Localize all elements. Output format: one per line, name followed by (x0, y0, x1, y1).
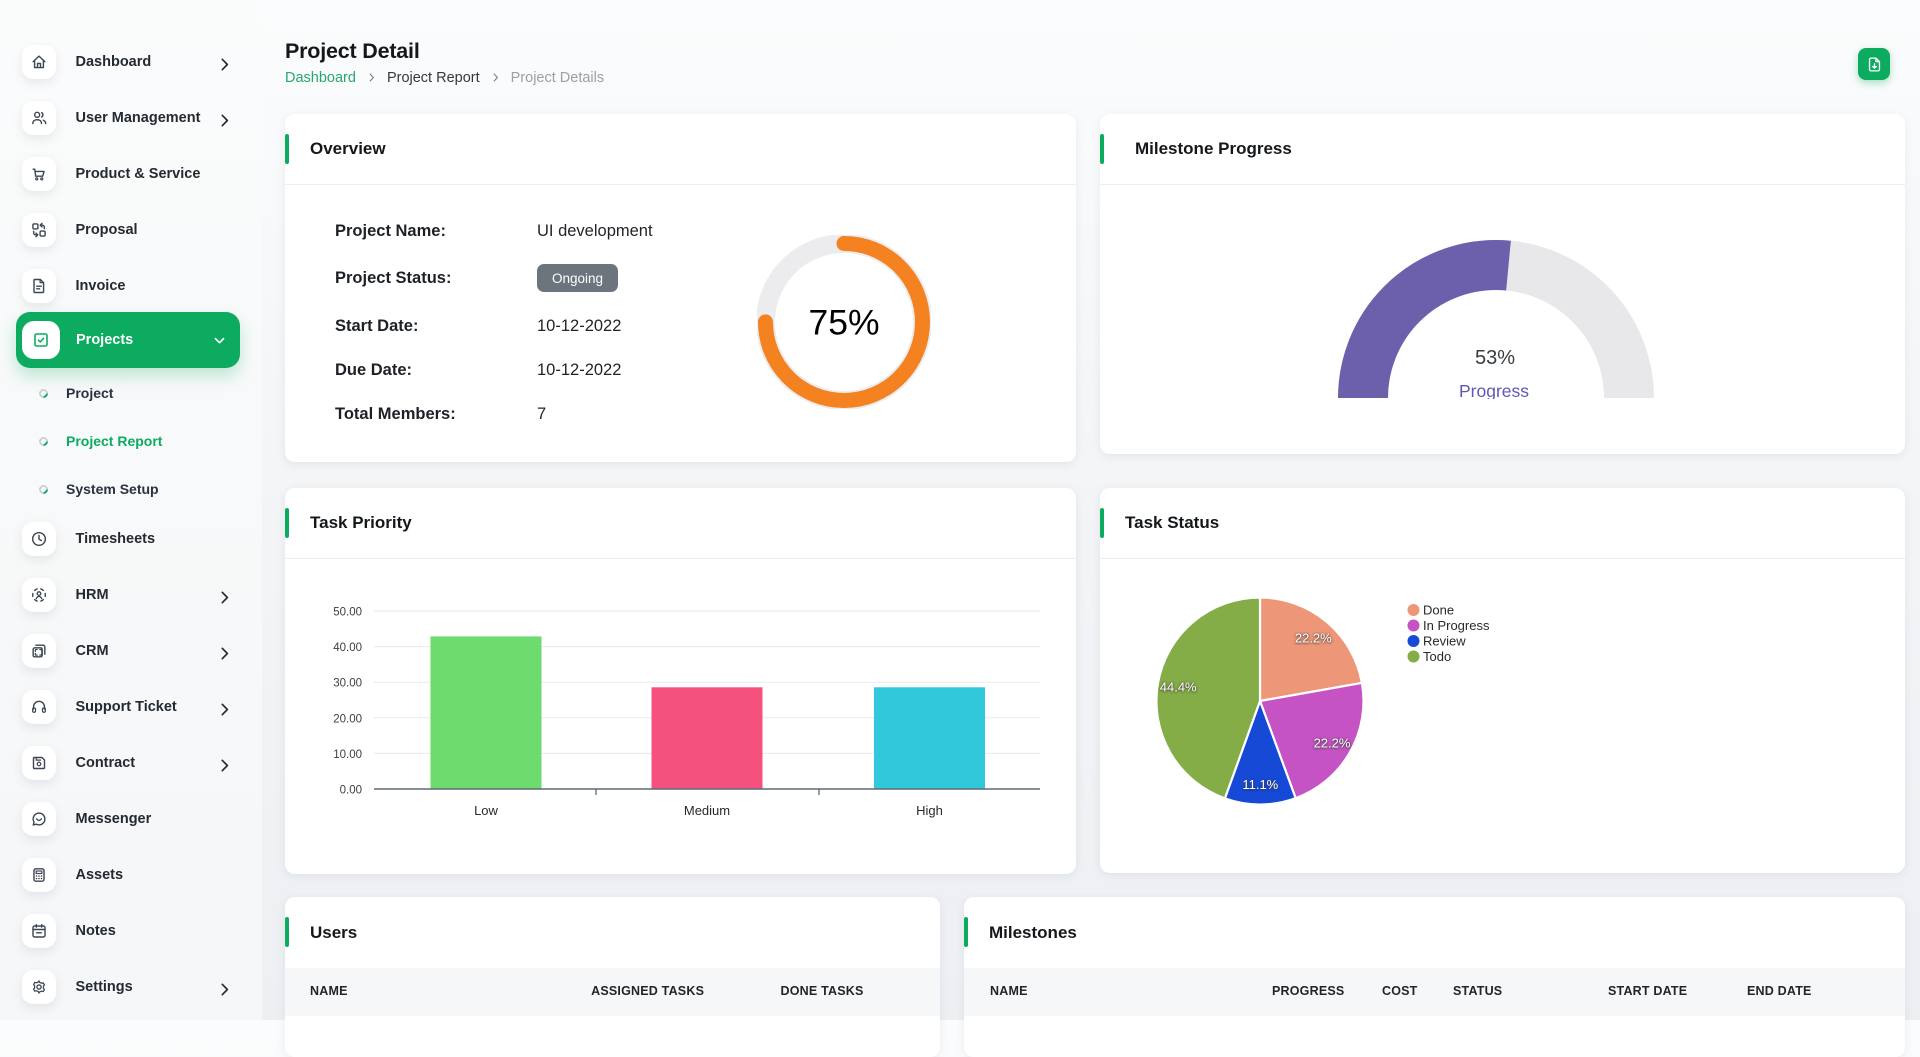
svg-text:Todo: Todo (1423, 649, 1451, 664)
svg-text:Medium: Medium (684, 803, 730, 818)
svg-text:11.1%: 11.1% (1242, 777, 1278, 792)
svg-text:Progress: Progress (1459, 381, 1529, 399)
svg-text:44.4%: 44.4% (1160, 680, 1197, 695)
svg-text:High: High (916, 803, 943, 818)
svg-text:50.00: 50.00 (333, 607, 362, 619)
svg-text:Low: Low (474, 803, 498, 818)
svg-text:40.00: 40.00 (333, 642, 362, 654)
svg-text:75%: 75% (808, 303, 879, 343)
svg-text:30.00: 30.00 (333, 678, 362, 690)
svg-text:22.2%: 22.2% (1295, 630, 1332, 645)
svg-text:22.2%: 22.2% (1314, 735, 1351, 750)
svg-text:Review: Review (1423, 634, 1466, 649)
svg-text:Done: Done (1423, 603, 1454, 618)
svg-text:In Progress: In Progress (1423, 618, 1490, 633)
svg-text:53%: 53% (1475, 347, 1515, 369)
svg-text:20.00: 20.00 (333, 713, 362, 725)
svg-text:0.00: 0.00 (340, 785, 362, 797)
svg-text:10.00: 10.00 (333, 749, 362, 761)
